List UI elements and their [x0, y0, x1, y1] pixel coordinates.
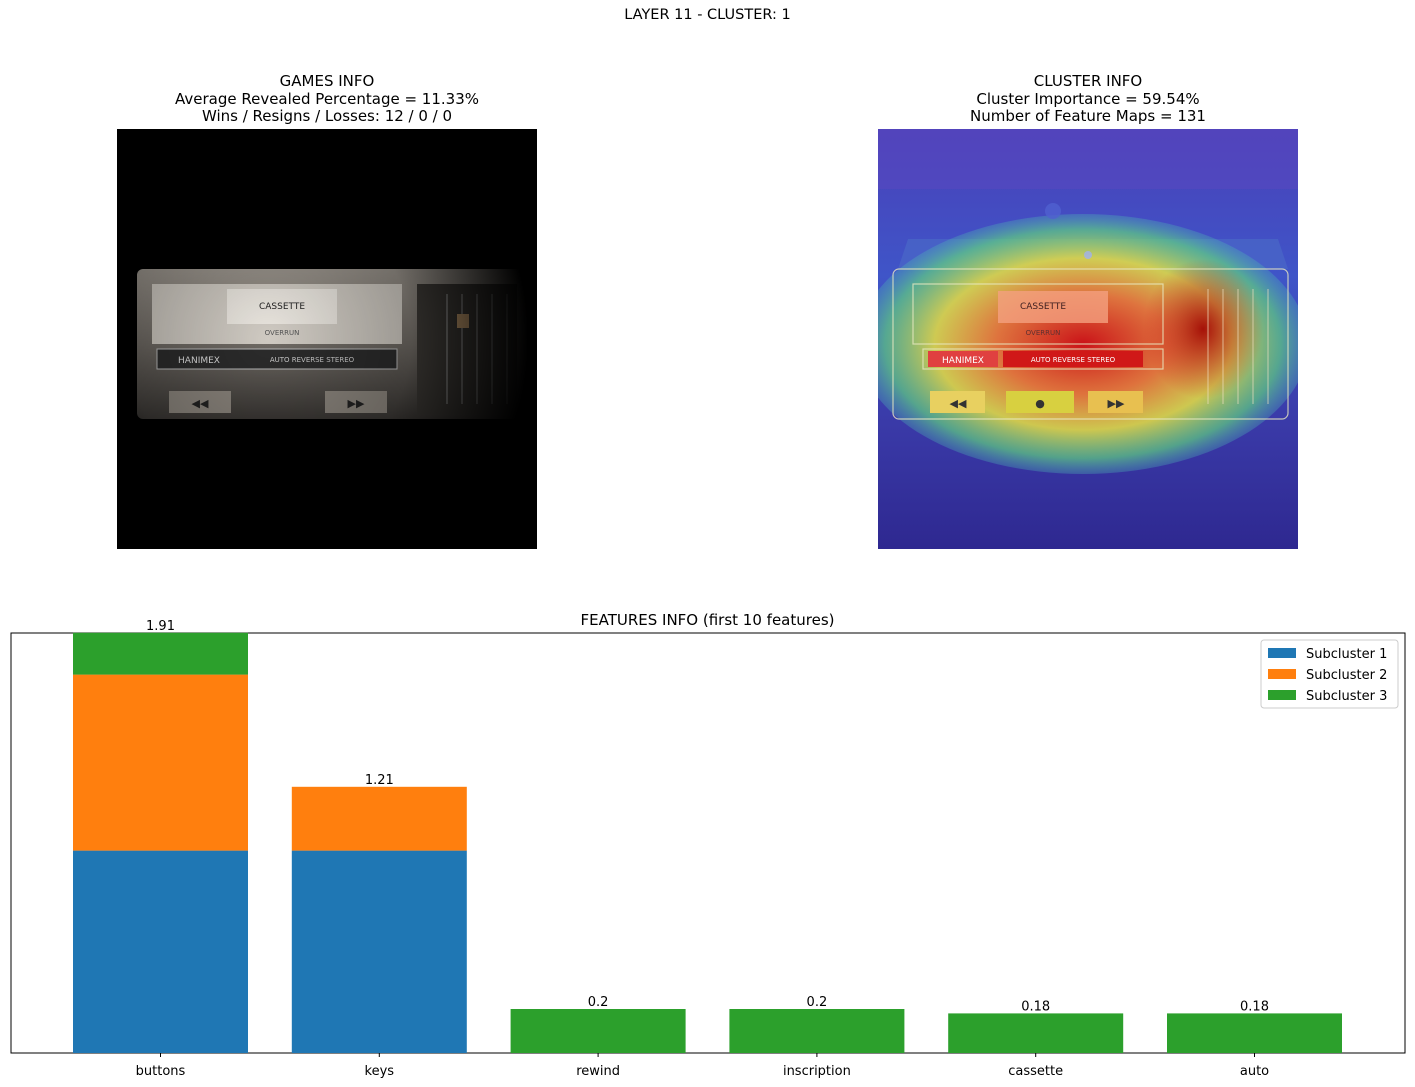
legend-swatch [1268, 669, 1296, 679]
svg-text:AUTO REVERSE STEREO: AUTO REVERSE STEREO [270, 356, 355, 364]
bar-total-label: 0.2 [807, 995, 828, 1010]
svg-text:◀◀: ◀◀ [950, 397, 967, 410]
bar-keys-subcluster-1 [291, 850, 467, 1053]
x-tick-label: keys [365, 1064, 395, 1079]
legend-label: Subcluster 1 [1306, 647, 1387, 662]
svg-text:CASSETTE: CASSETTE [1020, 302, 1066, 312]
bar-auto-subcluster-3 [1167, 1013, 1342, 1053]
bar-total-label: 0.2 [588, 995, 609, 1010]
chart-title: FEATURES INFO (first 10 features) [580, 611, 835, 629]
bar-buttons-subcluster-1 [73, 850, 248, 1053]
bar-total-label: 1.21 [365, 773, 394, 788]
axes-frame [10, 632, 1406, 1054]
cluster-info-title: CLUSTER INFO [1033, 72, 1143, 90]
bar-buttons-subcluster-2 [73, 674, 248, 851]
svg-text:HANIMEX: HANIMEX [942, 356, 984, 366]
svg-text:OVERRUN: OVERRUN [265, 329, 300, 337]
games-info-revealed: Average Revealed Percentage = 11.33% [174, 89, 479, 108]
masked-image: CASSETTE OVERRUN HANIMEX AUTO REVERSE ST… [117, 129, 537, 549]
cluster-info-importance: Cluster Importance = 59.54% [976, 89, 1200, 108]
legend: Subcluster 1 Subcluster 2 Subcluster 3 [1260, 639, 1399, 709]
games-info-title: GAMES INFO [279, 72, 375, 90]
x-tick-label: buttons [136, 1064, 186, 1079]
bar-total-label: 0.18 [1240, 999, 1269, 1014]
cluster-info-title-block: CLUSTER INFO Cluster Importance = 59.54%… [788, 72, 1388, 126]
bar-total-label: 1.91 [146, 619, 175, 634]
legend-label: Subcluster 2 [1306, 668, 1387, 683]
x-tick-label: rewind [576, 1064, 620, 1079]
games-info-results: Wins / Resigns / Losses: 12 / 0 / 0 [201, 107, 453, 125]
x-tick-label: auto [1240, 1064, 1269, 1079]
bar-rewind-subcluster-3 [510, 1009, 686, 1053]
svg-text:AUTO REVERSE STEREO: AUTO REVERSE STEREO [1031, 356, 1116, 364]
svg-text:●: ● [1035, 397, 1045, 410]
svg-text:▶▶: ▶▶ [1108, 397, 1125, 410]
legend-swatch [1268, 690, 1296, 700]
x-tick-label: cassette [1008, 1064, 1063, 1079]
bar-buttons-subcluster-3 [73, 632, 248, 675]
heatmap-image: CASSETTE OVERRUN HANIMEX AUTO REVERSE ST… [878, 129, 1298, 549]
bar-keys-subcluster-2 [291, 786, 467, 851]
svg-text:▶▶: ▶▶ [348, 397, 365, 410]
svg-text:HANIMEX: HANIMEX [178, 356, 220, 366]
bar-total-label: 0.18 [1021, 999, 1050, 1014]
figure-title: LAYER 11 - CLUSTER: 1 [624, 7, 791, 23]
svg-text:OVERRUN: OVERRUN [1026, 329, 1061, 337]
svg-text:CASSETTE: CASSETTE [259, 302, 305, 312]
bar-inscription-subcluster-3 [729, 1009, 905, 1053]
bar-cassette-subcluster-3 [948, 1013, 1124, 1053]
legend-label: Subcluster 3 [1306, 689, 1387, 704]
legend-swatch [1268, 648, 1296, 658]
games-info-title-block: GAMES INFO Average Revealed Percentage =… [27, 72, 627, 126]
svg-text:◀◀: ◀◀ [192, 397, 209, 410]
x-tick-label: inscription [783, 1064, 851, 1079]
cluster-info-feature-maps: Number of Feature Maps = 131 [970, 107, 1206, 125]
